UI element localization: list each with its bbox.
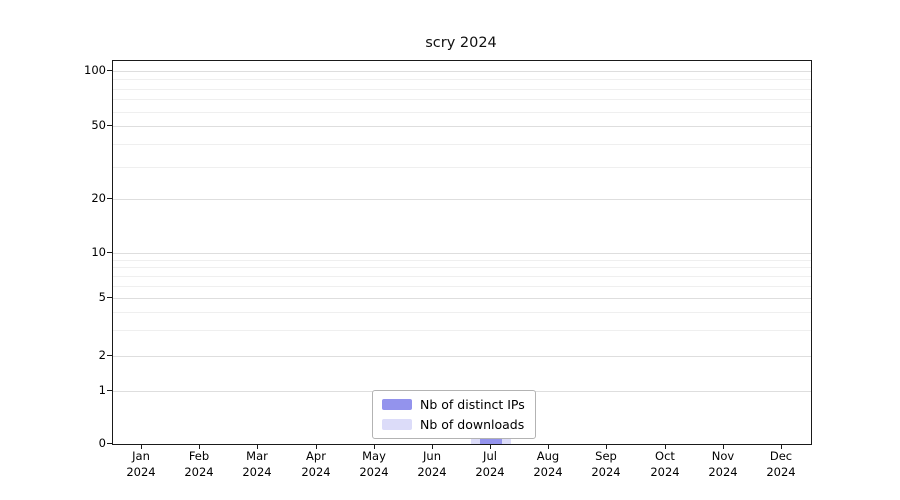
y-axis-tick-label: 2 (98, 348, 106, 362)
x-axis-tick-label: Jul 2024 (460, 448, 520, 480)
x-tick-year: 2024 (301, 465, 331, 479)
gridline-minor (113, 276, 811, 277)
y-axis-tick-label: 1 (98, 383, 106, 397)
x-tick-year: 2024 (650, 465, 680, 479)
x-tick-year: 2024 (591, 465, 621, 479)
gridline-minor (113, 112, 811, 113)
gridline-major (113, 298, 811, 299)
x-tick-year: 2024 (475, 465, 505, 479)
gridline-minor (113, 286, 811, 287)
gridline-minor (113, 144, 811, 145)
y-axis-tick-label: 10 (91, 245, 106, 259)
x-axis-tick-mark (374, 444, 375, 449)
plot-area (112, 60, 812, 445)
gridline-minor (113, 99, 811, 100)
y-axis-tick-mark (107, 390, 112, 391)
gridline-minor (113, 167, 811, 168)
gridline-minor (113, 89, 811, 90)
x-axis-tick-mark (606, 444, 607, 449)
x-tick-month: May (362, 449, 386, 463)
gridline-minor (113, 79, 811, 80)
x-axis-tick-label: May 2024 (344, 448, 404, 480)
x-axis-tick-label: Jan 2024 (111, 448, 171, 480)
x-tick-month: Sep (595, 449, 617, 463)
legend-label: Nb of distinct IPs (420, 397, 525, 412)
x-tick-month: Jan (132, 449, 150, 463)
x-tick-month: Aug (536, 449, 560, 463)
gridline-major (113, 71, 811, 72)
y-axis-tick-label: 0 (98, 436, 106, 450)
legend-swatch (382, 419, 412, 430)
legend: Nb of distinct IPs Nb of downloads (372, 390, 536, 439)
x-tick-year: 2024 (766, 465, 796, 479)
x-axis-tick-label: Jun 2024 (402, 448, 462, 480)
x-tick-year: 2024 (242, 465, 272, 479)
y-axis-tick-mark (107, 125, 112, 126)
x-axis-tick-label: Aug 2024 (518, 448, 578, 480)
x-tick-year: 2024 (184, 465, 214, 479)
y-axis-tick-mark (107, 443, 112, 444)
x-tick-month: Mar (246, 449, 268, 463)
gridline-minor (113, 330, 811, 331)
x-tick-month: Jul (483, 449, 497, 463)
y-axis-tick-mark (107, 70, 112, 71)
gridline-minor (113, 260, 811, 261)
x-axis-tick-mark (665, 444, 666, 449)
x-axis-tick-mark (490, 444, 491, 449)
x-tick-month: Feb (188, 449, 210, 463)
x-axis-tick-label: Oct 2024 (635, 448, 695, 480)
legend-swatch (382, 399, 412, 410)
x-tick-year: 2024 (126, 465, 156, 479)
x-axis-tick-label: Mar 2024 (227, 448, 287, 480)
y-axis-tick-label: 100 (84, 63, 106, 77)
gridline-major (113, 126, 811, 127)
x-axis-tick-label: Feb 2024 (169, 448, 229, 480)
legend-item: Nb of distinct IPs (382, 397, 525, 412)
x-axis-tick-mark (257, 444, 258, 449)
x-axis-tick-mark (723, 444, 724, 449)
gridline-minor (113, 267, 811, 268)
x-axis-tick-mark (141, 444, 142, 449)
x-tick-year: 2024 (417, 465, 447, 479)
x-axis-tick-mark (548, 444, 549, 449)
gridline-major (113, 253, 811, 254)
x-tick-month: Jun (423, 449, 441, 463)
x-tick-year: 2024 (533, 465, 563, 479)
y-axis-tick-label: 50 (91, 118, 106, 132)
gridline-minor (113, 312, 811, 313)
x-tick-year: 2024 (708, 465, 738, 479)
x-tick-year: 2024 (359, 465, 389, 479)
x-axis-tick-mark (316, 444, 317, 449)
x-axis-tick-label: Nov 2024 (693, 448, 753, 480)
legend-label: Nb of downloads (420, 417, 525, 432)
x-axis-tick-label: Sep 2024 (576, 448, 636, 480)
x-tick-month: Nov (711, 449, 735, 463)
x-tick-month: Oct (655, 449, 675, 463)
gridline-major (113, 356, 811, 357)
gridline-major (113, 199, 811, 200)
x-axis-tick-mark (199, 444, 200, 449)
x-axis-tick-mark (432, 444, 433, 449)
y-axis-tick-label: 20 (91, 191, 106, 205)
x-axis-tick-mark (781, 444, 782, 449)
y-axis-tick-mark (107, 198, 112, 199)
legend-item: Nb of downloads (382, 417, 525, 432)
x-tick-month: Dec (769, 449, 793, 463)
x-axis-tick-label: Apr 2024 (286, 448, 346, 480)
y-axis-tick-mark (107, 297, 112, 298)
chart-title: scry 2024 (425, 35, 497, 51)
y-axis-tick-mark (107, 355, 112, 356)
x-axis-tick-label: Dec 2024 (751, 448, 811, 480)
y-axis-tick-mark (107, 252, 112, 253)
x-tick-month: Apr (306, 449, 326, 463)
y-axis-tick-label: 5 (98, 290, 106, 304)
